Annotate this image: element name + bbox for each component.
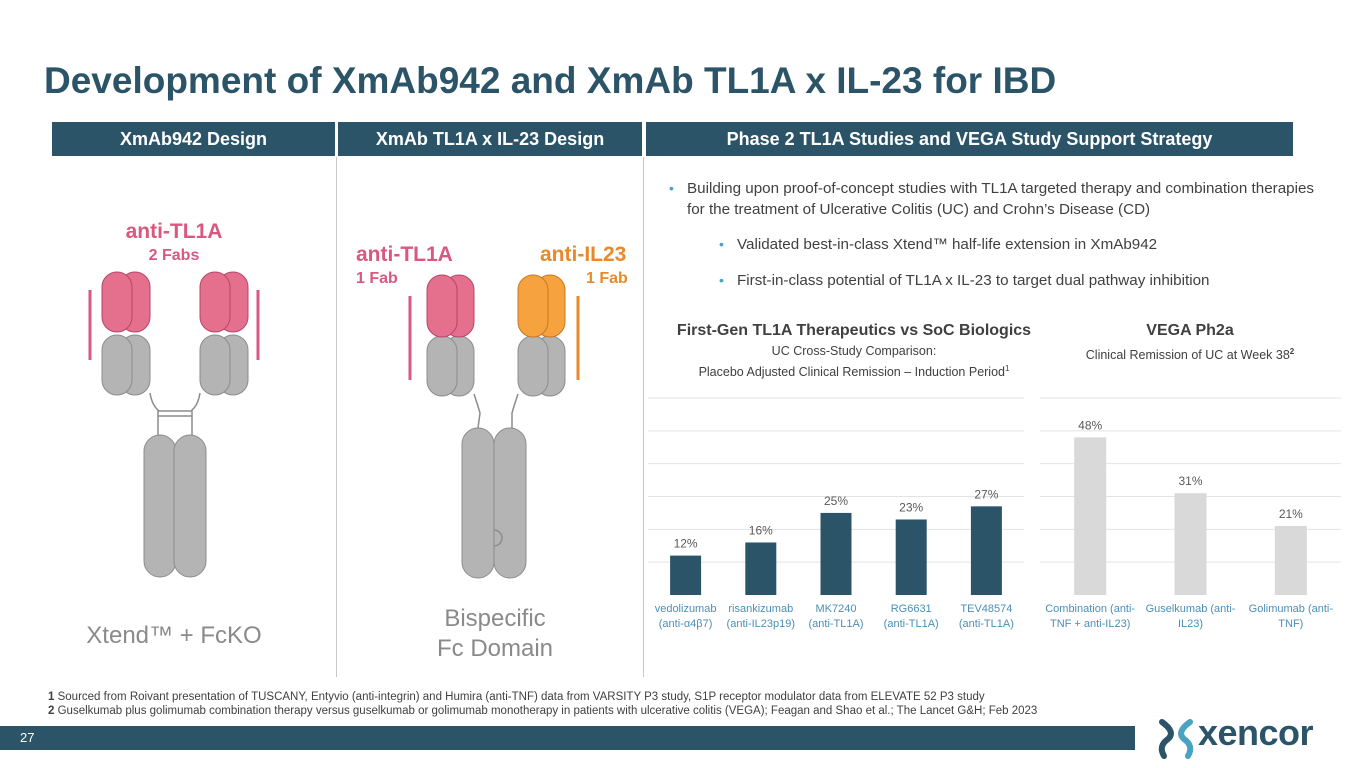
bispecific-right-sublabel: 1 Fab: [586, 270, 628, 287]
tick-label: MK7240: [816, 603, 857, 615]
bullet-sub2-text: First-in-class potential of TL1A x IL-23…: [737, 272, 1210, 289]
bispecific-caption: Bispecific Fc Domain: [400, 604, 590, 664]
bar: [1174, 493, 1207, 595]
bar: [820, 512, 852, 595]
tick-label: TNF): [1278, 618, 1303, 630]
tick-label: RG6631: [891, 603, 932, 615]
bispecific-left-sublabel: 1 Fab: [356, 270, 398, 287]
chart1-subtitle-line2: Placebo Adjusted Clinical Remission – In…: [648, 360, 1060, 381]
tick-label: risankizumab: [728, 603, 793, 615]
bar: [670, 555, 702, 595]
xmab942-sublabel: 2 Fabs: [148, 247, 200, 264]
chart2-vega: 48% Combination (anti- TNF + anti-IL23) 31%…: [1040, 397, 1341, 630]
chart1-footnote-ref: 1: [1004, 364, 1010, 373]
bispecific-right-label: anti-IL23: [540, 243, 627, 266]
footnote-1-text: Sourced from Roivant presentation of TUS…: [54, 691, 985, 703]
tick-label: (anti-α4β7): [659, 618, 713, 630]
bullet-main: • Building upon proof-of-concept studies…: [669, 180, 1315, 218]
tick-label: Combination (anti-: [1045, 603, 1135, 615]
chart2-title: VEGA Ph2a: [1146, 322, 1234, 339]
xmab942-caption: Xtend™ + FcKO: [86, 622, 262, 649]
xencor-logo-text: xencor: [1198, 712, 1314, 753]
bar: [745, 542, 777, 595]
tick-label: (anti-TL1A): [808, 618, 863, 630]
bispecific-left-label: anti-TL1A: [356, 243, 453, 266]
chart2-subtitle-text: Clinical Remission of UC at Week 38: [1085, 348, 1290, 363]
tick-label: Golimumab (anti-: [1249, 603, 1334, 615]
chart1-title: First-Gen TL1A Therapeutics vs SoC Biolo…: [676, 322, 1032, 339]
footnote-2-number: 2: [48, 705, 55, 717]
bar: [970, 506, 1002, 595]
tick-label: (anti-IL23p19): [727, 618, 796, 630]
tick-label: (anti-TL1A): [884, 618, 939, 630]
header-xmab942-design: XmAb942 Design: [52, 122, 335, 156]
data-label: 48%: [1078, 418, 1102, 432]
xmab942-antibody-diagram: [88, 271, 260, 578]
xmab942-label: anti-TL1A: [125, 220, 223, 243]
tick-label: vedolizumab: [655, 603, 717, 615]
header-tl1a-il23-design: XmAb TL1A x IL-23 Design: [338, 122, 642, 156]
bar: [1074, 437, 1107, 595]
bullet-sub1-text: Validated best-in-class Xtend™ half-life…: [737, 236, 1158, 253]
data-label: 12%: [674, 537, 698, 551]
bar: [895, 519, 927, 595]
header-phase2-strategy: Phase 2 TL1A Studies and VEGA Study Supp…: [646, 122, 1293, 156]
page-number: 27: [20, 730, 35, 745]
column-divider: [643, 157, 644, 677]
tick-label: TNF + anti-IL23): [1050, 618, 1130, 630]
bar: [1274, 526, 1307, 595]
footnote-1-number: 1: [48, 691, 55, 703]
data-label: 25%: [824, 494, 848, 508]
page-title: Development of XmAb942 and XmAb TL1A x I…: [44, 60, 1057, 101]
data-label: 23%: [899, 500, 923, 514]
tick-label: (anti-TL1A): [959, 618, 1014, 630]
bispecific-antibody-diagram: [408, 274, 580, 579]
tick-label: IL23): [1178, 618, 1203, 630]
footnote-2: 2 Guselkumab plus golimumab combination …: [48, 704, 1037, 718]
data-label: 21%: [1279, 507, 1303, 521]
bispecific-caption-line1: Bispecific: [444, 605, 546, 632]
strategy-bullets: • Building upon proof-of-concept studies…: [665, 178, 1325, 291]
data-label: 27%: [974, 487, 998, 501]
data-label: 31%: [1178, 474, 1202, 488]
footnote-2-text: Guselkumab plus golimumab combination th…: [54, 705, 1038, 717]
tick-label: TEV48574: [960, 603, 1012, 615]
bullet-sub1: • Validated best-in-class Xtend™ half-li…: [719, 236, 1158, 253]
chart1-first-gen-tl1a: 12% vedolizumab (anti-α4β7) 16% risankizumab…: [648, 397, 1024, 630]
chart1-subtitle-text: Placebo Adjusted Clinical Remission – In…: [698, 365, 1005, 380]
footnote-1: 1 Sourced from Roivant presentation of T…: [48, 690, 1037, 704]
bullet-sub2: • First-in-class potential of TL1A x IL-…: [719, 272, 1210, 289]
chart2-subtitle: Clinical Remission of UC at Week 382: [1040, 343, 1340, 364]
xencor-logo-icon: [1158, 719, 1194, 759]
bottom-bar: [0, 726, 1135, 750]
chart1-subtitle-line1: UC Cross-Study Comparison:: [771, 344, 937, 358]
chart2-footnote-ref: 2: [1289, 347, 1295, 356]
bispecific-caption-line2: Fc Domain: [436, 635, 554, 662]
column-divider: [336, 157, 337, 677]
tick-label: Guselkumab (anti-: [1146, 603, 1236, 615]
data-label: 16%: [749, 523, 773, 537]
bullet-main-text: Building upon proof-of-concept studies w…: [687, 180, 1315, 218]
footnotes: 1 Sourced from Roivant presentation of T…: [48, 690, 1037, 718]
